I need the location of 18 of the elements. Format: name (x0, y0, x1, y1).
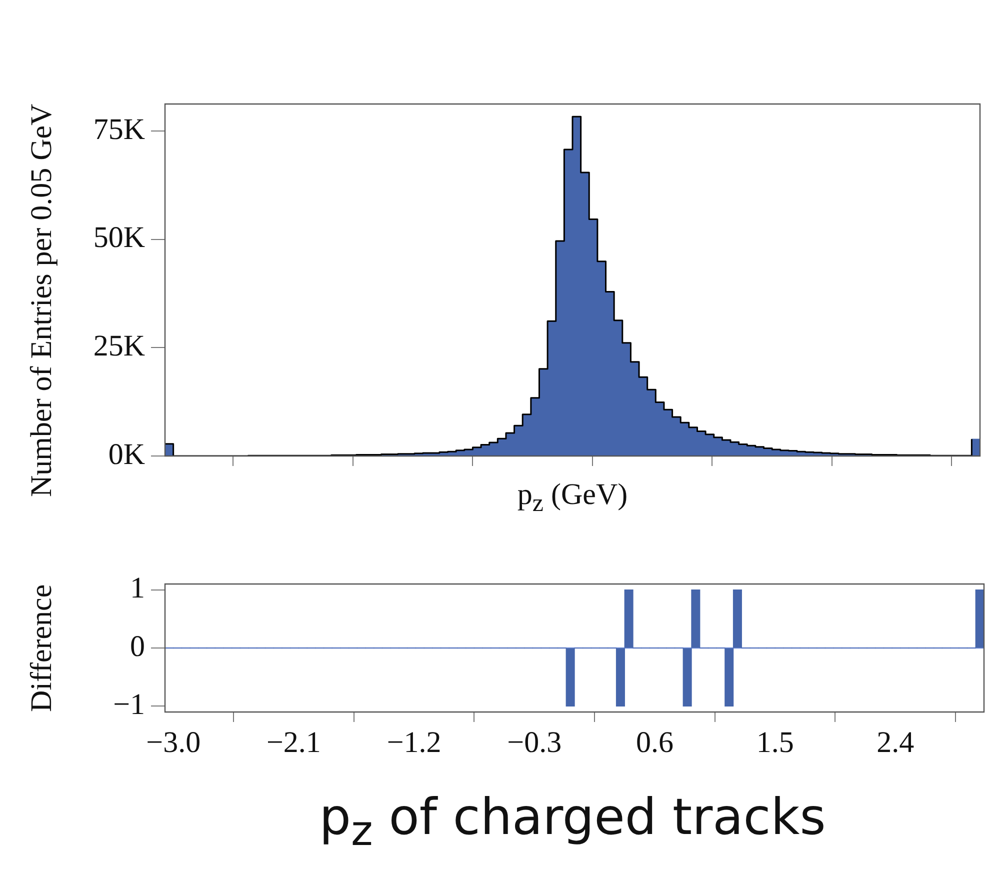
y-tick-label: 50K (93, 221, 146, 254)
y-tick-label: 1 (130, 572, 145, 605)
x-tick-label: 0.6 (636, 726, 674, 759)
x-axis-title: p$_{z}$ (GeV) (516, 478, 629, 518)
x-tick-label: −0.3 (507, 726, 562, 759)
y-axis-title: Difference (24, 583, 59, 714)
y-tick-label: 25K (93, 330, 146, 362)
x-tick-label: −3.0 (146, 726, 201, 759)
x-tick-label: −2.1 (266, 726, 321, 759)
x-tick-label: 2.4 (876, 726, 914, 759)
y-axis-title: Number of Entries per 0.05 GeV (24, 102, 59, 499)
y-tick-label: 75K (93, 112, 146, 146)
y-tick-label: 0 (130, 630, 145, 663)
y-tick-label: −1 (113, 688, 145, 722)
x-tick-label: −1.2 (386, 726, 442, 759)
x-axis-title: p$_{z}$ of charged tracks (318, 788, 827, 855)
y-tick-label: 0K (108, 438, 146, 471)
x-tick-label: 1.5 (756, 726, 794, 759)
